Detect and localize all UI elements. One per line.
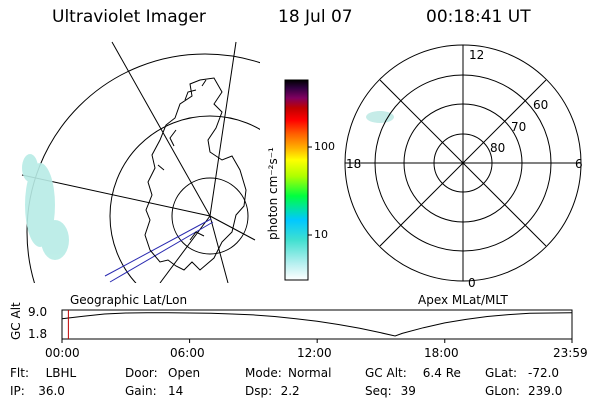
aurora-emission (22, 154, 69, 260)
apex-panel-label: Apex MLat/MLT (418, 293, 508, 307)
colorbar-tick-label-10: 10 (314, 228, 328, 241)
info-value: 2.2 (280, 384, 300, 398)
info-key: Flt: (10, 366, 29, 380)
info-value: 14 (168, 384, 184, 398)
mlt-label-12: 12 (469, 48, 485, 62)
aurora-emission (366, 111, 394, 123)
xtick-label-2359: 23:59 (553, 346, 588, 360)
info-key: Mode: (245, 366, 282, 380)
colorbar-gradient (284, 79, 309, 281)
info-value: Open (168, 366, 201, 380)
mlat-label-60: 60 (533, 98, 549, 112)
info-value: 39 (400, 384, 416, 398)
info-key: GLon: (485, 384, 520, 398)
xtick-label-0600: 06:00 (170, 346, 205, 360)
info-key: GLat: (485, 366, 518, 380)
colorbar-tick-label-100: 100 (314, 140, 335, 153)
meridian-line (209, 41, 237, 217)
date-label: 18 Jul 07 (278, 7, 353, 27)
time-label: 00:18:41 UT (426, 7, 531, 27)
xtick-label-1800: 18:00 (424, 346, 459, 360)
info-value: 36.0 (38, 384, 65, 398)
lat-circle (26, 53, 260, 283)
info-key: Seq: (365, 384, 392, 398)
info-key: Gain: (125, 384, 157, 398)
info-value: 6.4 Re (422, 366, 461, 380)
meridian-line (21, 174, 211, 217)
timeline-ylabel: GC Alt (9, 302, 23, 340)
gc-alt-series-line (61, 312, 573, 337)
mlat-label-70: 70 (511, 120, 527, 134)
xtick-label-1200: 12:00 (297, 346, 332, 360)
ytick-label-max: 9.0 (28, 305, 48, 319)
mlt-label-6: 6 (575, 157, 583, 171)
timeline-frame (61, 309, 573, 340)
info-key: IP: (10, 384, 25, 398)
mlat-label-80: 80 (490, 141, 506, 155)
info-key: GC Alt: (365, 366, 407, 380)
lat-circle (171, 177, 249, 255)
coastline (144, 77, 247, 271)
ytick-label-min: 1.8 (28, 327, 48, 341)
meridian-line (111, 41, 211, 217)
info-value: -72.0 (528, 366, 560, 380)
mlt-line (379, 79, 547, 247)
lat-circle (109, 115, 260, 283)
info-key: Dsp: (245, 384, 273, 398)
instrument-title: Ultraviolet Imager (52, 7, 206, 27)
info-key: Door: (125, 366, 158, 380)
orbit-track (104, 218, 212, 277)
meridian-line (159, 215, 211, 283)
info-value: Normal (288, 366, 332, 380)
mlt-label-18: 18 (346, 157, 362, 171)
meridian-line (209, 215, 229, 283)
mlt-label-0: 0 (468, 276, 476, 290)
geographic-panel-label: Geographic Lat/Lon (70, 293, 188, 307)
xtick-label-0000: 00:00 (45, 346, 80, 360)
info-value: LBHL (45, 366, 77, 380)
coastline-detail (157, 79, 207, 241)
info-value: 239.0 (528, 384, 563, 398)
